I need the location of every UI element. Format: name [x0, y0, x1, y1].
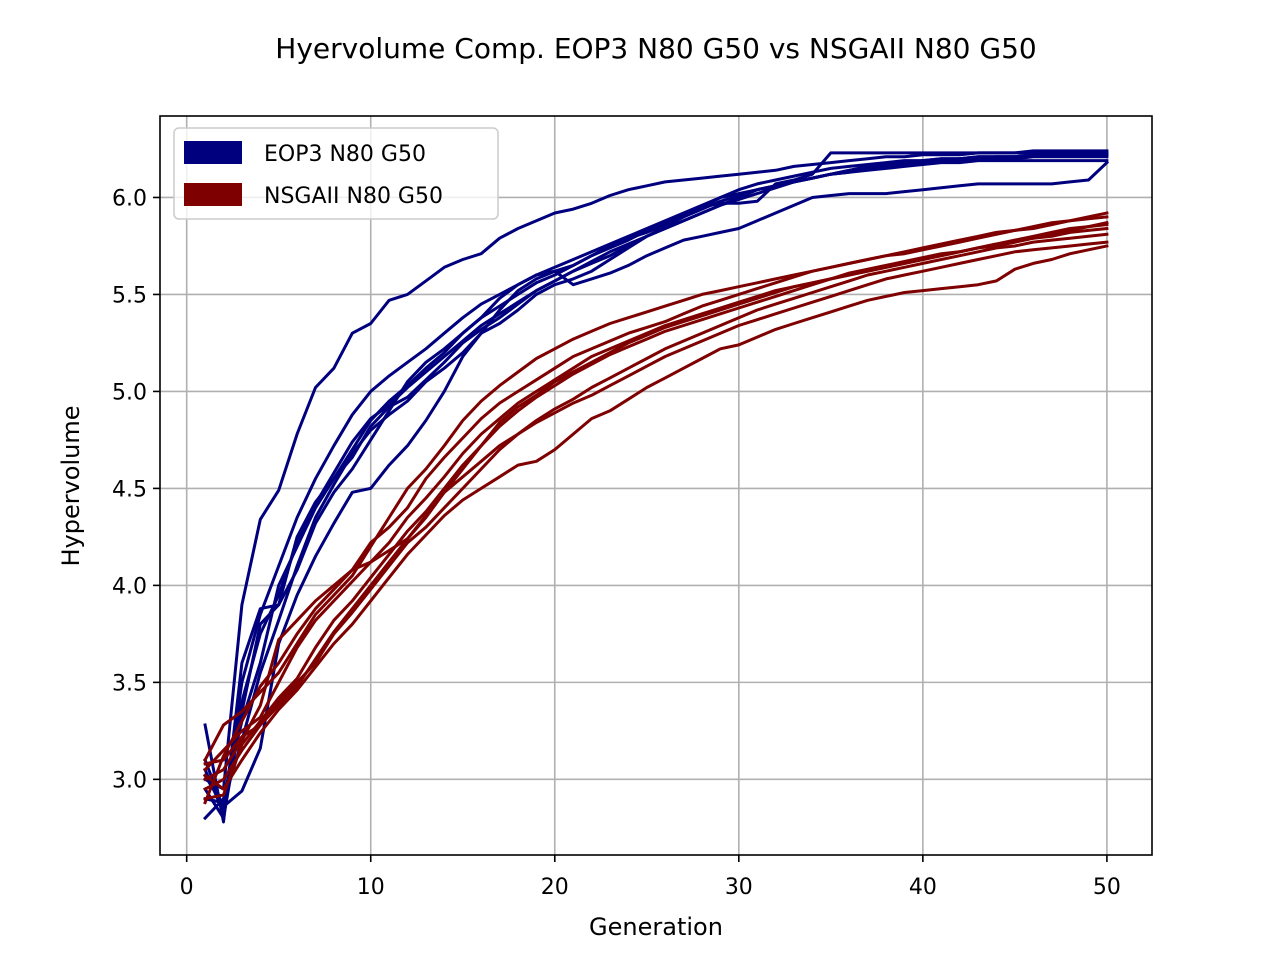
legend-frame: [173, 127, 499, 220]
y-tick-label: 5.0: [112, 380, 147, 405]
eop3-run-line-7: [203, 160, 1110, 820]
nsgaii-run-line-6: [203, 232, 1109, 766]
x-tick-label: 30: [725, 875, 753, 900]
y-tick-label: 5.5: [112, 283, 147, 308]
eop3-run-line-3: [202, 151, 1109, 821]
eop3-run-line-5: [203, 155, 1109, 805]
eop3-run-line-8: [203, 153, 1109, 808]
chart-title: Hyervolume Comp. EOP3 N80 G50 vs NSGAII …: [275, 32, 1036, 65]
plot-area-frame: [159, 115, 1153, 856]
y-tick-label: 6.0: [112, 186, 147, 211]
y-tick-label: 4.0: [112, 574, 147, 599]
y-tick-label: 3.5: [112, 671, 147, 696]
y-axis-label: Hypervolume: [57, 405, 85, 566]
grid-lines: [160, 116, 1152, 855]
nsgaii-run-line-5: [203, 226, 1109, 801]
eop3-run-line-1: [203, 149, 1109, 791]
legend: EOP3 N80 G50 NSGAII N80 G50: [173, 127, 499, 220]
x-tick-label: 0: [180, 875, 194, 900]
legend-swatch-eop3: [184, 141, 242, 164]
plot-series: [202, 149, 1110, 824]
nsgaii-run-line-2: [203, 215, 1109, 805]
x-tick-label: 10: [357, 875, 385, 900]
axis-ticks: 0 10 20 30 40 50 3.0 3.5 4.0 4.5 5.0 5.5 6.0: [112, 186, 1121, 900]
nsgaii-run-line-1: [203, 211, 1109, 763]
nsgaii-run-line-8: [203, 244, 1109, 791]
x-axis-label: Generation: [589, 913, 723, 941]
nsgaii-run-line-7: [203, 240, 1109, 792]
legend-label-eop3: EOP3 N80 G50: [264, 142, 426, 167]
y-tick-label: 4.5: [112, 477, 147, 502]
x-tick-label: 50: [1093, 875, 1121, 900]
x-tick-label: 40: [909, 875, 937, 900]
legend-swatch-nsgaii: [184, 183, 242, 206]
legend-label-nsgaii: NSGAII N80 G50: [264, 184, 443, 209]
y-tick-label: 3.0: [112, 768, 147, 793]
x-tick-label: 20: [541, 875, 569, 900]
